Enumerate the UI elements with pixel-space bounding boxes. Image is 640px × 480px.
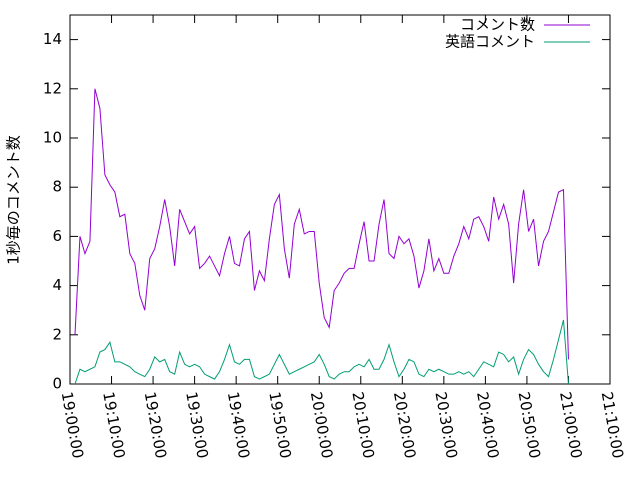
x-tick-label: 19:50:00: [265, 390, 294, 459]
y-tick-label: 4: [52, 276, 62, 294]
x-tick-label: 20:50:00: [515, 390, 544, 459]
x-tick-label: 21:10:00: [598, 390, 627, 459]
x-tick-label: 20:00:00: [307, 390, 336, 459]
y-tick-label: 2: [52, 325, 62, 343]
y-axis-label: 1秒毎のコメント数: [5, 135, 23, 265]
x-tick-label: 19:30:00: [182, 390, 211, 459]
series-line: [74, 88, 569, 360]
y-tick-label: 14: [43, 30, 62, 48]
legend-label: コメント数: [460, 16, 535, 34]
x-tick-label: 20:30:00: [431, 390, 460, 459]
x-tick-label: 20:10:00: [348, 390, 377, 459]
plot-border: [69, 14, 611, 385]
y-tick-label: 10: [43, 129, 62, 147]
y-tick-label: 6: [52, 227, 62, 245]
y-tick-label: 0: [52, 375, 62, 393]
x-tick-label: 19:00:00: [58, 390, 87, 459]
y-tick-label: 8: [52, 178, 62, 196]
x-tick-label: 19:20:00: [141, 390, 170, 459]
legend-label: 英語コメント: [445, 33, 535, 51]
x-tick-label: 19:40:00: [224, 390, 253, 459]
x-tick-label: 19:10:00: [99, 390, 128, 459]
series-line: [74, 319, 569, 385]
y-tick-label: 12: [43, 79, 62, 97]
x-tick-label: 20:20:00: [390, 390, 419, 459]
x-tick-label: 20:40:00: [473, 390, 502, 459]
x-tick-label: 21:00:00: [556, 390, 585, 459]
